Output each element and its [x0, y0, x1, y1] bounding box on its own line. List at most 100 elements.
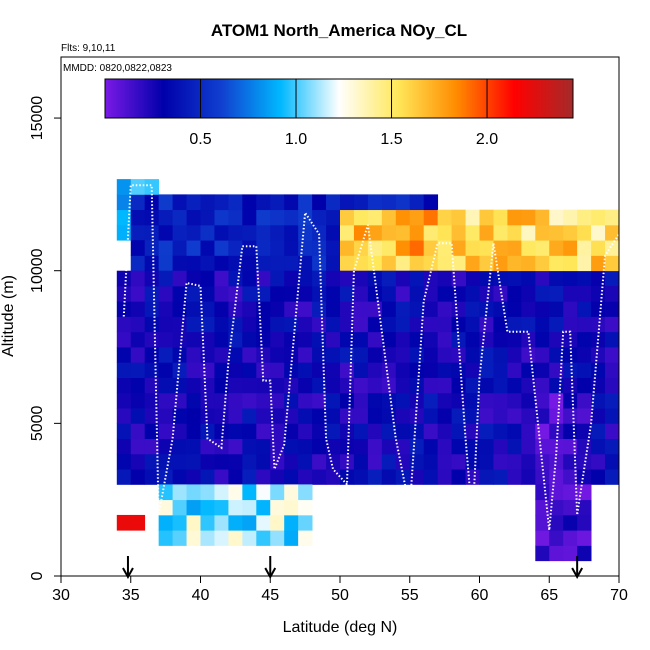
heatmap-cell	[549, 377, 564, 394]
heatmap-cell	[395, 453, 411, 470]
heatmap-cell	[521, 316, 536, 333]
heatmap-cell	[256, 499, 271, 516]
heatmap-cell	[381, 194, 397, 211]
heatmap-cell	[256, 255, 271, 272]
heatmap-cell	[228, 423, 243, 440]
heatmap-cell	[465, 316, 480, 333]
heatmap-cell	[200, 209, 215, 226]
heatmap-cell	[186, 392, 201, 409]
heatmap-cell	[200, 377, 215, 394]
heatmap-cell	[577, 499, 592, 516]
heatmap-cell	[130, 347, 146, 363]
heatmap-cell	[298, 270, 313, 287]
heatmap-cell	[186, 514, 201, 531]
heatmap-cell	[591, 255, 606, 272]
heatmap-cell	[298, 224, 313, 241]
heatmap-cell	[144, 240, 160, 256]
heatmap-cell	[521, 377, 536, 394]
heatmap-cell	[130, 316, 146, 333]
heatmap-cell	[367, 392, 383, 409]
heatmap-cell	[465, 255, 480, 272]
heatmap-cell	[409, 240, 425, 256]
heatmap-cell	[465, 469, 480, 485]
heatmap-cell	[158, 484, 173, 501]
heatmap-cell	[353, 316, 369, 333]
heatmap-cell	[116, 331, 132, 348]
heatmap-cell	[256, 194, 271, 211]
heatmap-cell	[381, 438, 397, 455]
heatmap-cell	[577, 545, 592, 562]
heatmap-cell	[242, 377, 257, 394]
heatmap-cell	[172, 301, 187, 317]
heatmap-cell	[395, 469, 411, 485]
flight-track	[122, 184, 620, 531]
heatmap-cell	[521, 270, 536, 287]
heatmap-cell	[298, 362, 313, 378]
heatmap-cell	[437, 270, 452, 287]
heatmap-cell	[298, 408, 313, 424]
heatmap-cell	[535, 316, 550, 333]
heatmap-cell	[395, 362, 411, 378]
heatmap-cell	[563, 362, 578, 378]
heatmap-cell	[326, 270, 341, 287]
heatmap-cell	[116, 438, 132, 455]
heatmap-cell	[242, 392, 257, 409]
heatmap-cell	[172, 438, 187, 455]
heatmap-cell	[535, 392, 550, 409]
annotation-flights: Flts: 9,10,11	[61, 43, 116, 54]
heatmap-cell	[381, 347, 397, 363]
heatmap-cell	[535, 377, 550, 394]
heatmap-cell	[298, 316, 313, 333]
heatmap-cell	[242, 469, 257, 485]
heatmap-cell	[200, 408, 215, 424]
heatmap-cell	[312, 209, 327, 226]
heatmap-cell	[144, 347, 160, 363]
heatmap-cell	[507, 331, 522, 348]
heatmap-cell	[242, 408, 257, 424]
heatmap-cell	[158, 453, 173, 470]
heatmap-cell	[577, 240, 592, 256]
x-tick-label: 50	[331, 587, 349, 604]
heatmap-cell	[591, 392, 606, 409]
heatmap-cell	[284, 301, 299, 317]
heatmap-cell	[381, 377, 397, 394]
heatmap-cell	[423, 270, 439, 287]
heatmap-cell	[116, 423, 132, 440]
heatmap-cell	[326, 331, 341, 348]
heatmap-cell	[451, 377, 466, 394]
heatmap-cell	[479, 285, 494, 302]
heatmap-cell	[549, 209, 564, 226]
heatmap-cell	[367, 469, 383, 485]
heatmap-cell	[437, 408, 452, 424]
heatmap-cell	[144, 285, 160, 302]
heatmap-cell	[186, 530, 201, 546]
heatmap-cell	[200, 316, 215, 333]
heatmap-cell	[158, 530, 173, 546]
heatmap-cell	[284, 255, 299, 272]
heatmap-cell	[605, 240, 620, 256]
heatmap-cell	[591, 453, 606, 470]
heatmap-cell	[521, 301, 536, 317]
heatmap-cell	[353, 377, 369, 394]
heatmap-cell	[144, 362, 160, 378]
heatmap-cell	[521, 392, 536, 409]
heatmap-cell	[228, 408, 243, 424]
heatmap-cell	[423, 224, 439, 241]
heatmap-cell	[298, 255, 313, 272]
heatmap-cell	[186, 423, 201, 440]
heatmap-cell	[116, 179, 132, 195]
heatmap-cell	[507, 316, 522, 333]
heatmap-cell	[158, 377, 173, 394]
heatmap-cell	[242, 423, 257, 440]
heatmap-cell	[535, 331, 550, 348]
heatmap-cell	[577, 438, 592, 455]
heatmap-cell	[284, 392, 299, 409]
heatmap-cell	[423, 469, 439, 485]
heatmap-cell	[340, 224, 355, 241]
heatmap-cell	[214, 224, 229, 241]
heatmap-cell	[549, 469, 564, 485]
heatmap-cell	[186, 270, 201, 287]
heatmap-cell	[284, 453, 299, 470]
heatmap-cell	[423, 392, 439, 409]
heatmap-cell	[367, 377, 383, 394]
